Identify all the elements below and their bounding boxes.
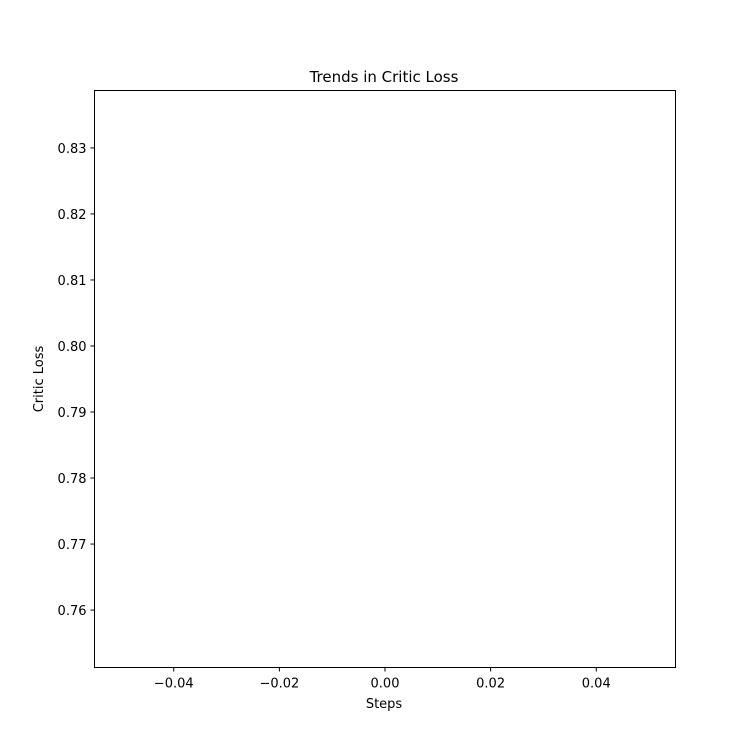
y-tick-label: 0.77 <box>58 538 87 553</box>
x-tick-label: −0.02 <box>259 677 299 692</box>
y-tick-label: 0.78 <box>58 472 87 487</box>
x-axis-label: Steps <box>366 697 403 712</box>
x-tick-label: 0.02 <box>476 677 505 692</box>
y-tick-label: 0.81 <box>58 274 87 289</box>
y-axis: 0.76 0.77 0.78 0.79 0.80 0.81 0.82 0.83 <box>58 142 95 619</box>
x-axis: −0.04 −0.02 0.00 0.02 0.04 <box>154 667 611 692</box>
y-axis-label: Critic Loss <box>32 346 47 413</box>
plot-area <box>94 90 676 668</box>
y-tick-label: 0.79 <box>58 406 87 421</box>
x-tick-label: 0.04 <box>582 677 611 692</box>
y-tick-label: 0.80 <box>58 340 87 355</box>
x-tick-label: −0.04 <box>154 677 194 692</box>
y-tick-label: 0.83 <box>58 142 87 157</box>
y-tick-label: 0.82 <box>58 208 87 223</box>
x-tick-label: 0.00 <box>371 677 400 692</box>
y-tick-label: 0.76 <box>58 604 87 619</box>
chart-title: Trends in Critic Loss <box>309 68 459 86</box>
